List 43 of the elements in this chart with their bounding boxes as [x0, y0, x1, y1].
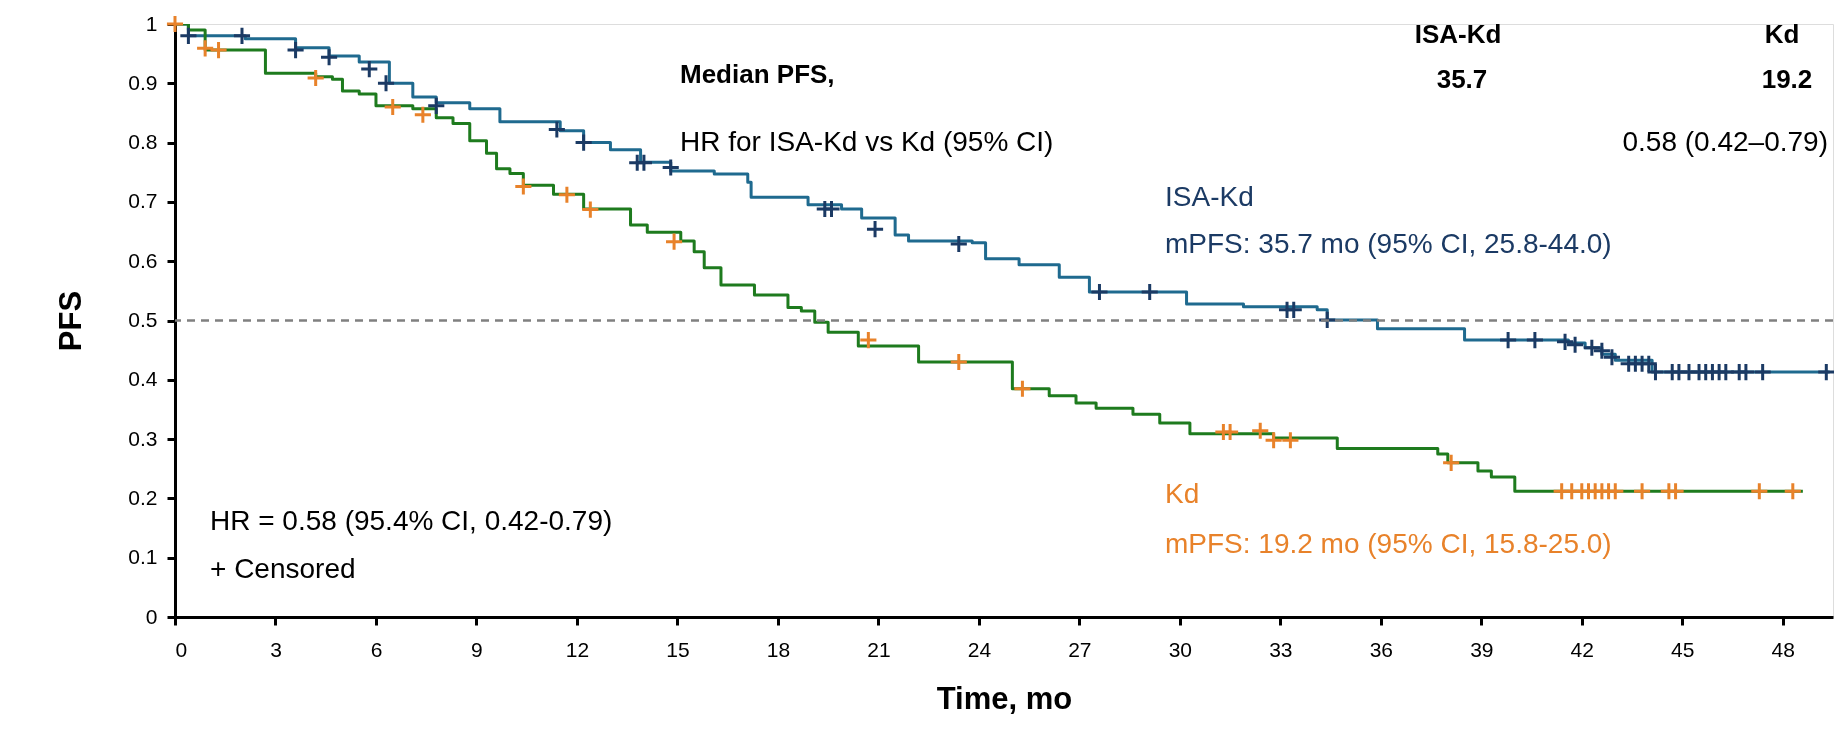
- annotation: HR for ISA-Kd vs Kd (95% CI): [680, 126, 1054, 157]
- x-tick-label: 36: [1369, 637, 1393, 661]
- annotation: Kd: [1764, 19, 1800, 49]
- x-axis-title: Time, mo: [936, 680, 1073, 716]
- x-tick-label: 21: [867, 637, 891, 661]
- x-tick-label: 24: [967, 637, 992, 661]
- y-tick-label: 0.7: [128, 189, 158, 213]
- y-tick-label: 0.2: [128, 485, 158, 509]
- series-label: Kd: [1165, 478, 1200, 509]
- annotation: + Censored: [210, 553, 356, 584]
- x-tick-label: 18: [766, 637, 791, 661]
- x-tick-label: 45: [1671, 637, 1695, 661]
- annotation: HR = 0.58 (95.4% CI, 0.42-0.79): [210, 505, 613, 536]
- y-tick-label: 0.9: [128, 70, 158, 94]
- y-tick-label: 0.6: [128, 248, 158, 272]
- x-tick-label: 39: [1470, 637, 1494, 661]
- annotation: 0.58 (0.42–0.79): [1622, 126, 1828, 157]
- x-tick-label: 33: [1269, 637, 1293, 661]
- x-tick-label: 0: [175, 637, 188, 661]
- annotation: 35.7: [1436, 64, 1488, 94]
- x-tick-label: 27: [1068, 637, 1092, 661]
- x-tick-label: 48: [1771, 637, 1795, 661]
- y-tick-label: 0.1: [128, 545, 158, 569]
- x-tick-label: 3: [270, 637, 282, 661]
- y-tick-label: 0.8: [128, 130, 158, 154]
- annotation: mPFS: 19.2 mo (95% CI, 15.8-25.0): [1165, 528, 1612, 559]
- x-tick-label: 6: [370, 637, 383, 661]
- y-tick-label: 0.5: [128, 308, 158, 331]
- x-tick-label: 9: [471, 637, 483, 661]
- text: ISA-Kd: [1165, 181, 1254, 212]
- x-tick-label: 30: [1168, 637, 1193, 661]
- x-tick-label: 15: [666, 637, 690, 661]
- annotation: ISA-Kd: [1414, 19, 1502, 49]
- annotation: 19.2: [1761, 64, 1813, 94]
- annotation: Median PFS,: [680, 59, 835, 89]
- annotation: mPFS: 35.7 mo (95% CI, 25.8-44.0): [1165, 228, 1612, 259]
- y-tick-label: 0.3: [128, 426, 158, 450]
- x-tick-label: 42: [1570, 637, 1594, 661]
- y-tick-label: 0.4: [128, 367, 158, 391]
- y-tick-label: 1: [145, 11, 158, 35]
- x-tick-label: 12: [565, 637, 590, 661]
- y-axis-title: PFS: [53, 290, 89, 352]
- y-tick-label: 0: [145, 604, 158, 628]
